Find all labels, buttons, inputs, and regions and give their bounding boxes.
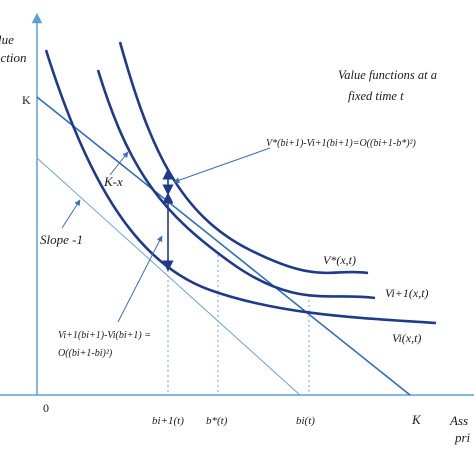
curve-label-vi: Vi(x,t) bbox=[392, 331, 421, 345]
title-line1: Value functions at a bbox=[338, 68, 437, 82]
leader-left bbox=[117, 235, 163, 323]
curve-vi bbox=[44, 49, 437, 325]
k-bottom-label: K bbox=[411, 412, 422, 427]
slope-label: Slope -1 bbox=[40, 232, 83, 247]
annotation-top: V*(bi+1)-Vi+1(bi+1)=O((bi+1-b*)²) bbox=[266, 138, 417, 149]
curve-vi1 bbox=[96, 69, 376, 300]
curve-vstar bbox=[118, 41, 369, 275]
k-left-label: K bbox=[22, 93, 31, 107]
annotation-left-line1: Vi+1(bi+1)-Vi(bi+1) = bbox=[58, 330, 151, 341]
leader-kx bbox=[109, 151, 129, 176]
title-line2: fixed time t bbox=[348, 89, 404, 103]
k-minus-x-line bbox=[36, 96, 411, 396]
curve-label-vi1: Vi+1(x,t) bbox=[385, 286, 429, 300]
k-minus-x-label: K-x bbox=[103, 174, 123, 189]
leader-top bbox=[173, 147, 271, 184]
origin-label: 0 bbox=[43, 401, 49, 415]
curve-label-vstar: V*(x,t) bbox=[323, 253, 356, 267]
x-axis-label-line1: Ass bbox=[449, 413, 468, 428]
tick-label-bstar: b*(t) bbox=[206, 415, 228, 427]
annotation-left-line2: O((bi+1-bi)²) bbox=[58, 348, 113, 359]
y-axis-label-line1: lue bbox=[0, 32, 14, 47]
tick-label-bi1: bi+1(t) bbox=[152, 415, 184, 427]
y-axis-label-line2: nction bbox=[0, 50, 27, 65]
tick-label-bi: bi(t) bbox=[296, 415, 315, 427]
leader-slope bbox=[61, 199, 81, 229]
x-axis-label-line2: pri bbox=[454, 430, 471, 445]
